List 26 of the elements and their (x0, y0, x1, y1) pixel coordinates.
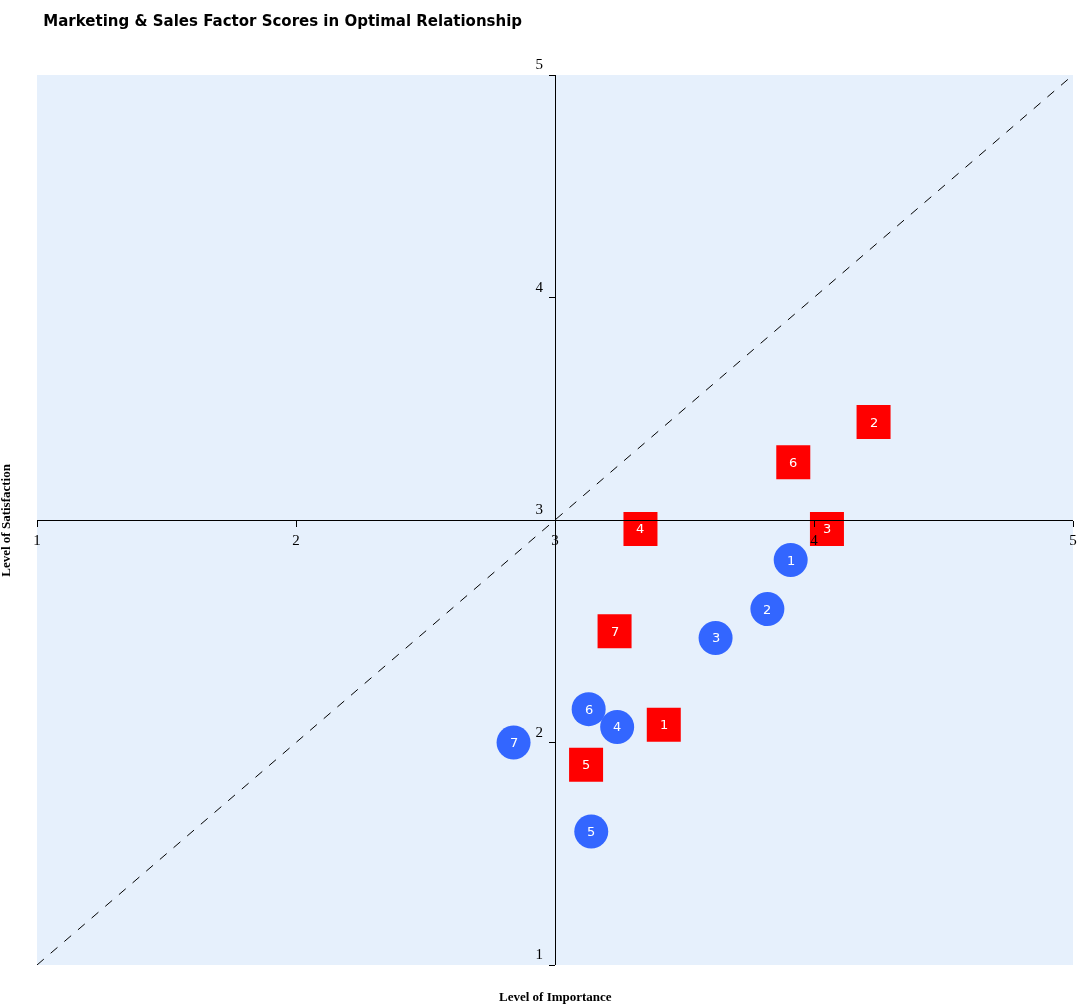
annotation: 2 (870, 415, 879, 430)
annotation: 4 (636, 521, 645, 536)
annotation: 2 (763, 602, 772, 617)
annotation: 1 (787, 553, 796, 568)
annotation: 7 (510, 735, 519, 750)
x-tick-label: 4 (810, 532, 819, 548)
y-tick-label: 3 (535, 501, 543, 518)
y-tick-label: 4 (535, 278, 544, 295)
annotation: 7 (611, 624, 620, 639)
annotation: 6 (789, 455, 798, 470)
y-tick-label: 1 (535, 946, 543, 963)
annotation: 6 (585, 702, 594, 717)
annotation: 5 (582, 757, 591, 772)
annotation: 3 (823, 521, 832, 536)
annotation: 1 (660, 717, 669, 732)
annotation: 5 (587, 824, 596, 839)
x-tick-label: 1 (33, 532, 41, 548)
y-axis-title: Level of Satisfaction (0, 463, 13, 577)
chart-title: Marketing & Sales Factor Scores in Optimal Relationship (43, 11, 523, 30)
x-tick-label: 2 (292, 532, 300, 548)
x-tick-label: 5 (1069, 532, 1077, 548)
annotation: 4 (613, 719, 622, 734)
y-tick-label: 2 (535, 723, 543, 740)
x-axis-title: Level of Importance (499, 989, 612, 1004)
y-tick-label: 5 (535, 56, 543, 73)
annotation: 3 (712, 630, 721, 645)
